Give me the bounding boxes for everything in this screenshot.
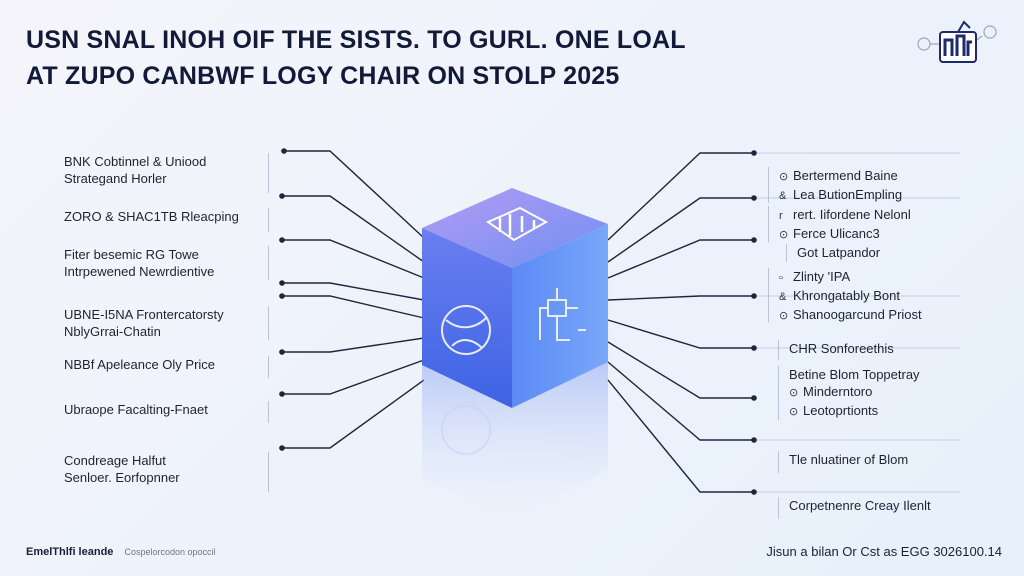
connector-line [282,337,425,353]
left-item-6: Ubraope Facalting-Fnaet [64,401,269,423]
right-item-text: Got Latpandor [797,245,881,260]
right-item-text: Ferce Ulicanc3 [793,226,880,241]
right-item-6: Betine Blom Toppetray ⊙ Minderntoro ⊙ Leot… [778,366,957,420]
right-item-text: Lea ButionEmpling [793,187,903,202]
connector-dot [751,489,757,495]
left-item-text: Condreage Halfut [64,453,166,468]
right-item-text: Khrongatably Bont [793,288,900,303]
connector-line [282,379,425,449]
left-item-7: Condreage Halfut Senloer. Eorfopnner [64,452,269,492]
bullet-icon: & [779,190,787,202]
left-item-text: Senloer. Eorfopnner [64,470,180,485]
bullet-icon: r [779,210,783,222]
right-item-text: Leotoprtionts [803,403,879,418]
connector-dot [281,148,287,154]
connector-line [607,295,754,301]
footer-brand: EmelThlfi leande Cospelorcodon opoccil [26,546,216,558]
right-item-5: CHR Sonforeethis [778,340,957,360]
connector-dot [279,349,285,355]
left-item-text: NblyGrrai-Chatin [64,324,161,339]
connector-line [607,152,754,241]
cube-top-face [422,188,608,268]
left-item-text: Fiter besemic RG Towe [64,247,199,262]
connector-dot [279,391,285,397]
left-item-5: NBBf Apeleance Oly Price [64,356,269,378]
connector-dot [751,395,757,401]
left-item-text: UBNE-I5NA Frontercatorsty [64,307,224,322]
title-line-1: USN SNAL INOH OIF THE SISTS. TO GURL. ON… [26,26,686,54]
chart-icon [485,206,549,242]
footer-brand-subtitle: Cospelorcodon opoccil [124,547,216,557]
connector-dot [279,280,285,286]
right-item-text: Betine Blom Toppetray [789,367,920,382]
right-item-3: Got Latpandor [786,244,957,262]
connector-dot [279,193,285,199]
left-item-text: BNK Cobtinnel & Uniood [64,154,207,169]
brand-logo-icon [917,20,997,63]
right-item-text: Bertermend Baine [793,168,898,183]
connector-line [284,150,425,239]
left-item-text: Intrpewened Newrdientive [64,264,215,279]
connector-line [607,239,754,279]
right-item-8: Corpetnenre Creay Ilenlt [778,497,957,519]
left-item-text: Strategand Horler [64,171,167,186]
title-line-2: AT ZUPO CANBWF LOGY CHAIR ON STOLP 2025 [26,62,620,90]
left-item-text: NBBf Apeleance Oly Price [64,357,216,372]
diagram-title: USN SNAL INOH OIF THE SISTS. TO GURL. ON… [26,22,686,94]
bullet-icon: & [779,291,787,303]
bullet-icon: ⊙ [779,229,789,241]
connector-dot [279,293,285,299]
left-item-2: ZORO & SHAC1TB Rleacping [64,208,269,232]
connector-line [282,295,425,319]
left-item-3: Fiter besemic RG Towe Intrpewened Newrdi… [64,246,269,280]
footer-brand-name: EmelThlfi leande [26,546,114,558]
cube-reflection [422,362,608,520]
left-item-1: BNK Cobtinnel & Uniood Strategand Horler [64,153,269,193]
connector-line [607,361,754,441]
connector-line [607,379,754,493]
connector-dot [279,445,285,451]
bullet-icon: ⊙ [789,387,799,399]
bullet-icon: ▫ [779,272,783,284]
connector-dot [751,345,757,351]
right-item-text: CHR Sonforeethis [789,341,894,356]
cube-front-face [422,228,512,408]
right-item-7: Tle nluatiner of Blom [778,451,957,473]
left-item-text: ZORO & SHAC1TB Rleacping [64,209,239,224]
connector-line [282,282,425,301]
right-item-text: Tle nluatiner of Blom [789,452,909,467]
right-item-text: rert. Iifordene Nelonl [793,207,911,222]
connector-line [282,195,425,263]
bullet-icon: ⊙ [779,171,789,183]
left-item-4: UBNE-I5NA Frontercatorsty NblyGrrai-Chat… [64,306,269,340]
circuit-icon [539,288,586,341]
right-item-2: r rert. Iifordene Nelonl ⊙ Ferce Ulicanc3 [768,206,957,242]
right-item-4: ▫ Zlinty 'IPA & Khrongatably Bont ⊙ Shanoog… [768,268,957,322]
connector-dot [751,195,757,201]
connector-dot [751,150,757,156]
bullet-icon: ⊙ [789,406,799,418]
connector-dot [751,437,757,443]
bullet-icon: ⊙ [779,310,789,322]
connector-dot [751,237,757,243]
right-item-1: ⊙ Bertermend Baine & Lea ButionEmpling [768,167,957,203]
connector-dot [279,237,285,243]
connector-line [282,239,425,279]
connector-line [607,197,754,263]
right-item-text: Zlinty 'IPA [793,269,851,284]
connector-line [282,359,425,395]
right-item-text: Minderntoro [803,384,873,399]
globe-icon [441,305,491,355]
left-item-text: Ubraope Facalting-Fnaet [64,402,208,417]
right-item-text: Shanoogarcund Priost [793,307,922,322]
right-item-text: Corpetnenre Creay Ilenlt [789,498,931,513]
connector-line [607,319,754,349]
connector-line [607,341,754,399]
connector-dot [751,293,757,299]
footer-note: Jisun a bilan Or Cst as EGG 3026100.14 [766,544,1002,559]
